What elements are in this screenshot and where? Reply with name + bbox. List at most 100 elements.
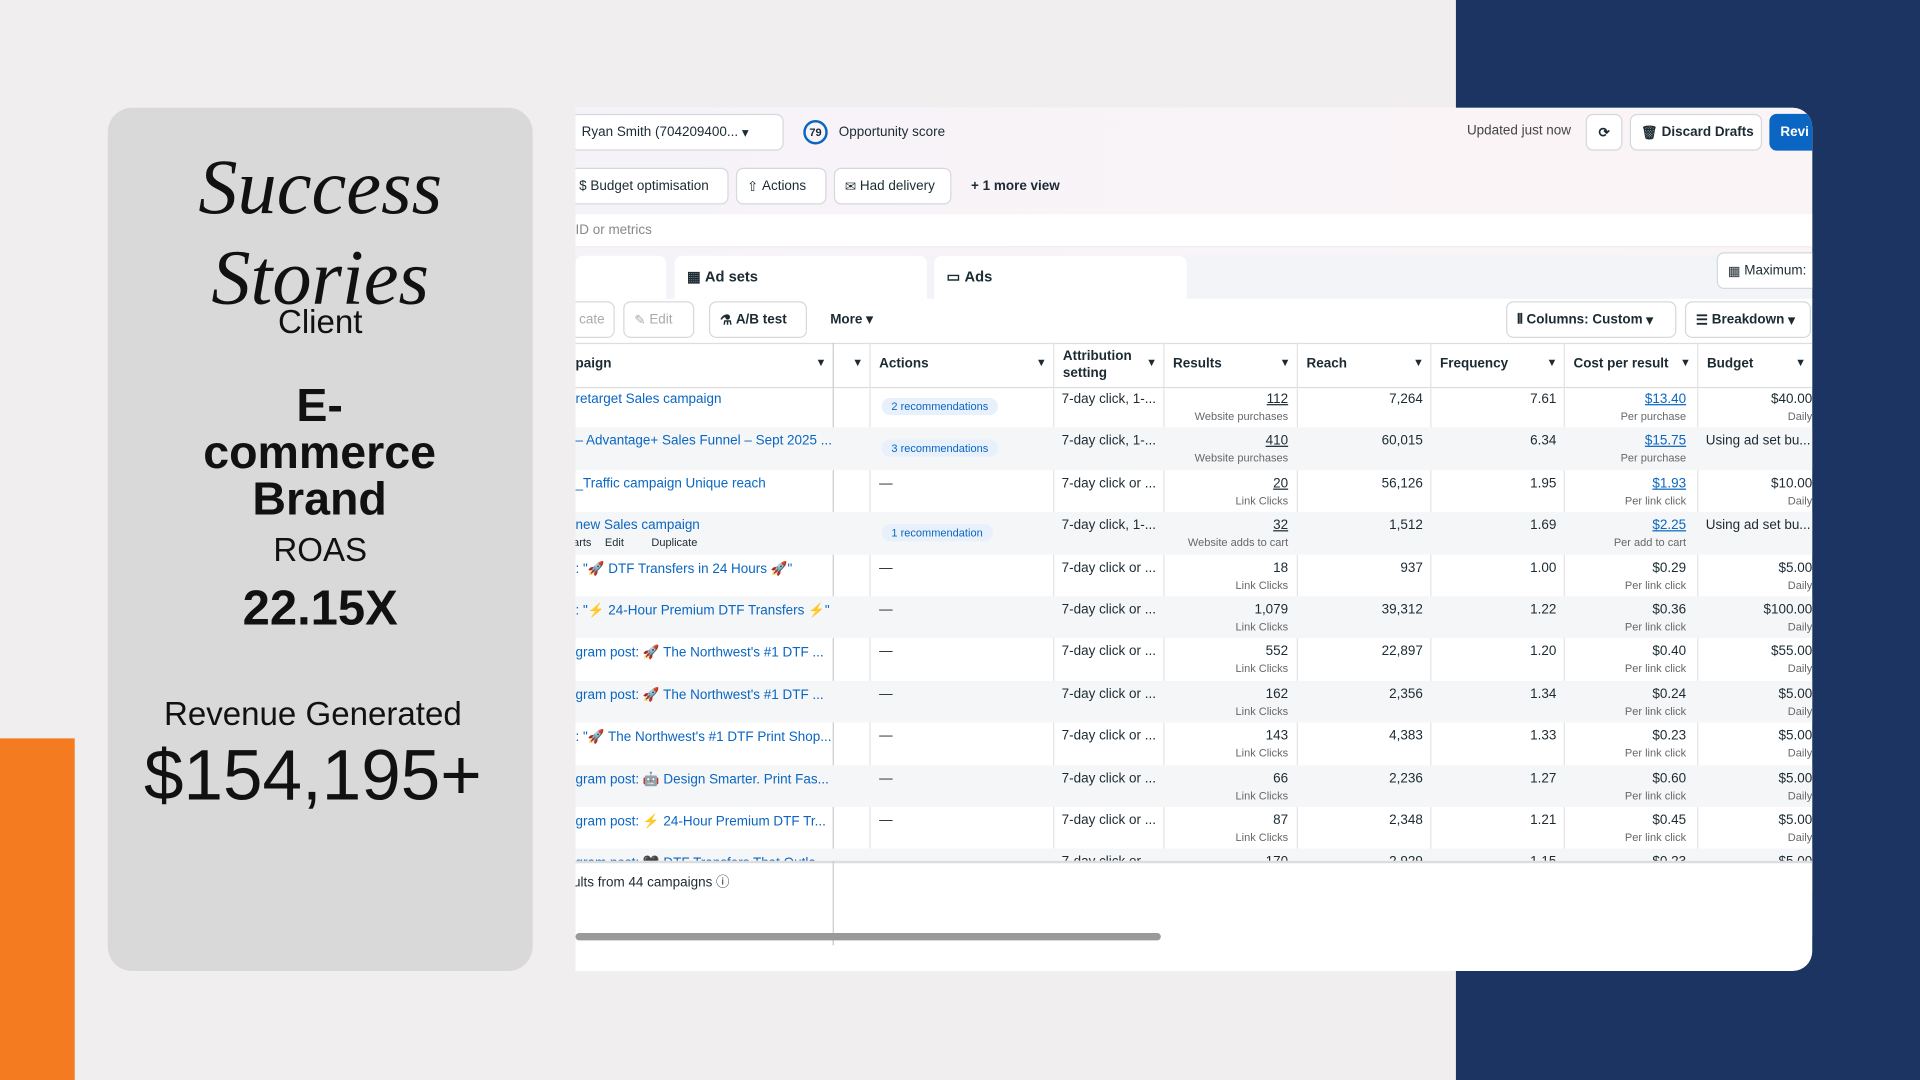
results-label: Link Clicks [1235, 662, 1289, 676]
column-header[interactable]: Budget [1706, 356, 1754, 372]
table-mask [575, 860, 1813, 937]
column-header[interactable]: Frequency [1440, 356, 1509, 372]
column-header[interactable]: Cost per result [1573, 356, 1669, 372]
score-label[interactable]: Opportunity score [838, 124, 946, 140]
results-label: Website purchases [1194, 452, 1289, 465]
tab[interactable]: ▦ Ad sets [674, 255, 927, 299]
cost: $1.93 [1652, 476, 1687, 491]
attribution: 7-day click or ... [1061, 560, 1156, 576]
ab-test[interactable]: ⚗ A/B test [708, 301, 807, 338]
results: 20 [1273, 476, 1289, 491]
maximum[interactable]: ▦ Maximum: [1716, 252, 1813, 289]
campaign-name[interactable]: – Advantage+ Sales Funnel – Sept 2025 ..… [575, 433, 833, 449]
reach: 2,348 [1389, 813, 1423, 828]
results: 1,079 [1254, 602, 1289, 618]
budget-label: Daily [1787, 831, 1813, 844]
row-bg [575, 512, 1813, 555]
column-header[interactable]: paign [575, 356, 612, 372]
footer-text: ults from 44 campaigns [575, 875, 713, 891]
frequency: 1.69 [1530, 518, 1557, 533]
attribution: 7-day click, 1-... [1061, 518, 1156, 533]
results-label: Website adds to cart [1187, 536, 1289, 549]
roas: 22.15X [242, 581, 398, 636]
recommendations[interactable]: 1 recommendation [881, 524, 993, 542]
discard: Discard Drafts [1661, 124, 1754, 140]
breakdown[interactable]: ☰ Breakdown ▾ [1684, 301, 1812, 338]
view-button[interactable]: ✉ Had delivery [833, 167, 952, 205]
column-header[interactable]: Results [1173, 356, 1222, 372]
score-badge: 79 [803, 120, 828, 145]
column-divider [869, 342, 871, 935]
more[interactable]: More ▾ [830, 312, 873, 327]
campaign-name[interactable]: gram post: 🚀 The Northwest's #1 DTF ... [575, 687, 824, 703]
reach: 56,126 [1381, 476, 1423, 491]
budget-label: Daily [1787, 578, 1813, 591]
budget: $10.00 [1771, 476, 1813, 491]
recommendations[interactable]: 2 recommendations [881, 397, 999, 416]
campaign-name[interactable]: retarget Sales campaign [575, 391, 722, 407]
scrollbar[interactable] [575, 933, 1161, 941]
campaign-name[interactable]: : "🚀 The Northwest's #1 DTF Print Shop..… [575, 730, 832, 745]
account-select[interactable]: Ryan Smith (704209400... ▾ [575, 113, 784, 151]
cost-label: Per link click [1624, 620, 1687, 634]
edit[interactable]: ✎ Edit [623, 301, 695, 338]
row-bg [575, 764, 1813, 807]
cost: $15.75 [1644, 433, 1687, 449]
column-header[interactable]: Attribution setting [1062, 348, 1132, 381]
results-label: Link Clicks [1235, 747, 1289, 760]
tab[interactable]: ▭ Ads [934, 255, 1187, 299]
search-placeholder: ID or metrics [575, 222, 652, 238]
results-label: Website purchases [1194, 410, 1289, 423]
reach: 2,236 [1389, 770, 1423, 786]
campaign-name[interactable]: gram post: 🚀 The Northwest's #1 DTF ... [575, 645, 824, 661]
campaign-name[interactable]: : "🚀 DTF Transfers in 24 Hours 🚀" [575, 561, 793, 577]
success-card: Success Stories Client E-commerce Brand … [107, 107, 533, 972]
view-label: Actions [761, 178, 807, 194]
reach: 7,264 [1389, 391, 1423, 407]
attribution: 7-day click or ... [1061, 813, 1156, 828]
refresh[interactable]: ⟳ [1585, 113, 1623, 151]
results: 112 [1266, 391, 1289, 407]
campaign-name[interactable]: _Traffic campaign Unique reach [575, 476, 766, 491]
maximum-label: Maximum: [1744, 263, 1807, 278]
frequency: 1.21 [1530, 813, 1557, 828]
sort-arrow: ▼ [1035, 356, 1047, 369]
campaign-name[interactable]: : "⚡ 24-Hour Premium DTF Transfers ⚡" [575, 603, 830, 619]
cost-label: Per link click [1624, 747, 1687, 760]
results: 18 [1273, 560, 1289, 576]
sort-arrow: ▼ [1795, 356, 1807, 369]
actions: — [879, 476, 893, 491]
view-button[interactable]: ⇧ Actions [735, 167, 827, 205]
actions: — [879, 644, 893, 660]
discard-drafts[interactable]: 🗑 Discard Drafts [1629, 113, 1763, 151]
actions: — [879, 813, 893, 828]
view-button[interactable]: + 1 more view [971, 178, 1060, 194]
view-button[interactable]: $ Budget optimisation [575, 167, 729, 205]
tab[interactable] [575, 255, 667, 299]
budget-label: Daily [1787, 620, 1813, 634]
row-action[interactable]: Edit [604, 536, 624, 549]
row-action[interactable]: arts [576, 536, 592, 549]
cost: $0.60 [1652, 770, 1687, 786]
review[interactable]: Revi [1769, 113, 1813, 151]
cost-label: Per add to cart [1613, 536, 1687, 549]
column-header[interactable]: Reach [1306, 356, 1347, 372]
cost-label: Per purchase [1620, 410, 1687, 423]
search[interactable]: ID or metrics [575, 214, 1813, 248]
campaign-name[interactable]: gram post: ⚡ 24-Hour Premium DTF Tr... [575, 814, 826, 829]
client-label: Client [277, 303, 363, 341]
orange-bar [0, 738, 75, 1080]
columns[interactable]: ⫴ Columns: Custom ▾ [1506, 301, 1677, 338]
column-header[interactable]: Actions [879, 356, 929, 372]
campaign-name[interactable]: gram post: 🤖 Design Smarter. Print Fas..… [575, 772, 829, 787]
attribution: 7-day click or ... [1061, 686, 1156, 702]
sort-arrow: ▼ [1546, 356, 1558, 369]
recommendations[interactable]: 3 recommendations [881, 440, 999, 458]
results: 32 [1273, 518, 1289, 533]
campaign-name[interactable]: new Sales campaign [575, 518, 700, 533]
ab-label: A/B test [735, 312, 787, 327]
create[interactable]: cate [575, 301, 615, 338]
actions: — [879, 728, 893, 744]
row-action[interactable]: Duplicate [651, 536, 698, 549]
